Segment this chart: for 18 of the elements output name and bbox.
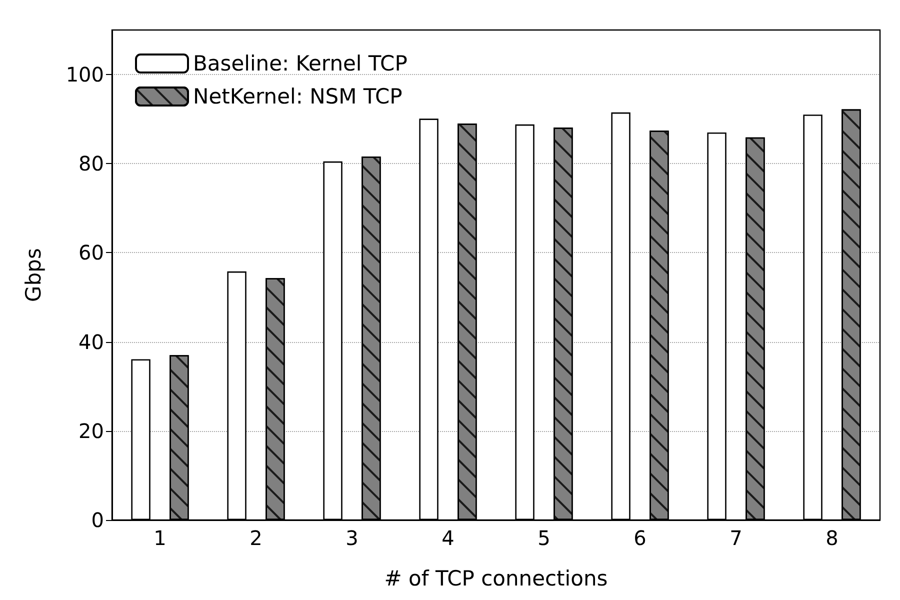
y-tick-label: 40 xyxy=(78,330,104,354)
x-tick-label: 7 xyxy=(730,526,742,550)
x-axis-title: # of TCP connections xyxy=(384,566,608,590)
y-tick-label: 60 xyxy=(78,240,104,265)
y-axis-title: Gbps xyxy=(22,248,46,302)
x-tick-label: 4 xyxy=(442,526,454,550)
y-tick-label: 80 xyxy=(78,152,104,176)
x-tick-label: 5 xyxy=(538,526,550,550)
legend-label: Baseline: Kernel TCP xyxy=(193,52,408,76)
y-tick-label: 100 xyxy=(66,62,104,87)
x-tick-label: 8 xyxy=(826,526,838,550)
y-tick-label: 0 xyxy=(91,508,104,532)
y-tick-label: 20 xyxy=(78,418,104,443)
x-tick-label: 1 xyxy=(154,526,166,550)
x-tick-label: 6 xyxy=(634,526,646,550)
x-tick-label: 3 xyxy=(346,526,358,550)
x-tick-label: 2 xyxy=(250,526,262,550)
legend-label: NetKernel: NSM TCP xyxy=(193,84,402,108)
